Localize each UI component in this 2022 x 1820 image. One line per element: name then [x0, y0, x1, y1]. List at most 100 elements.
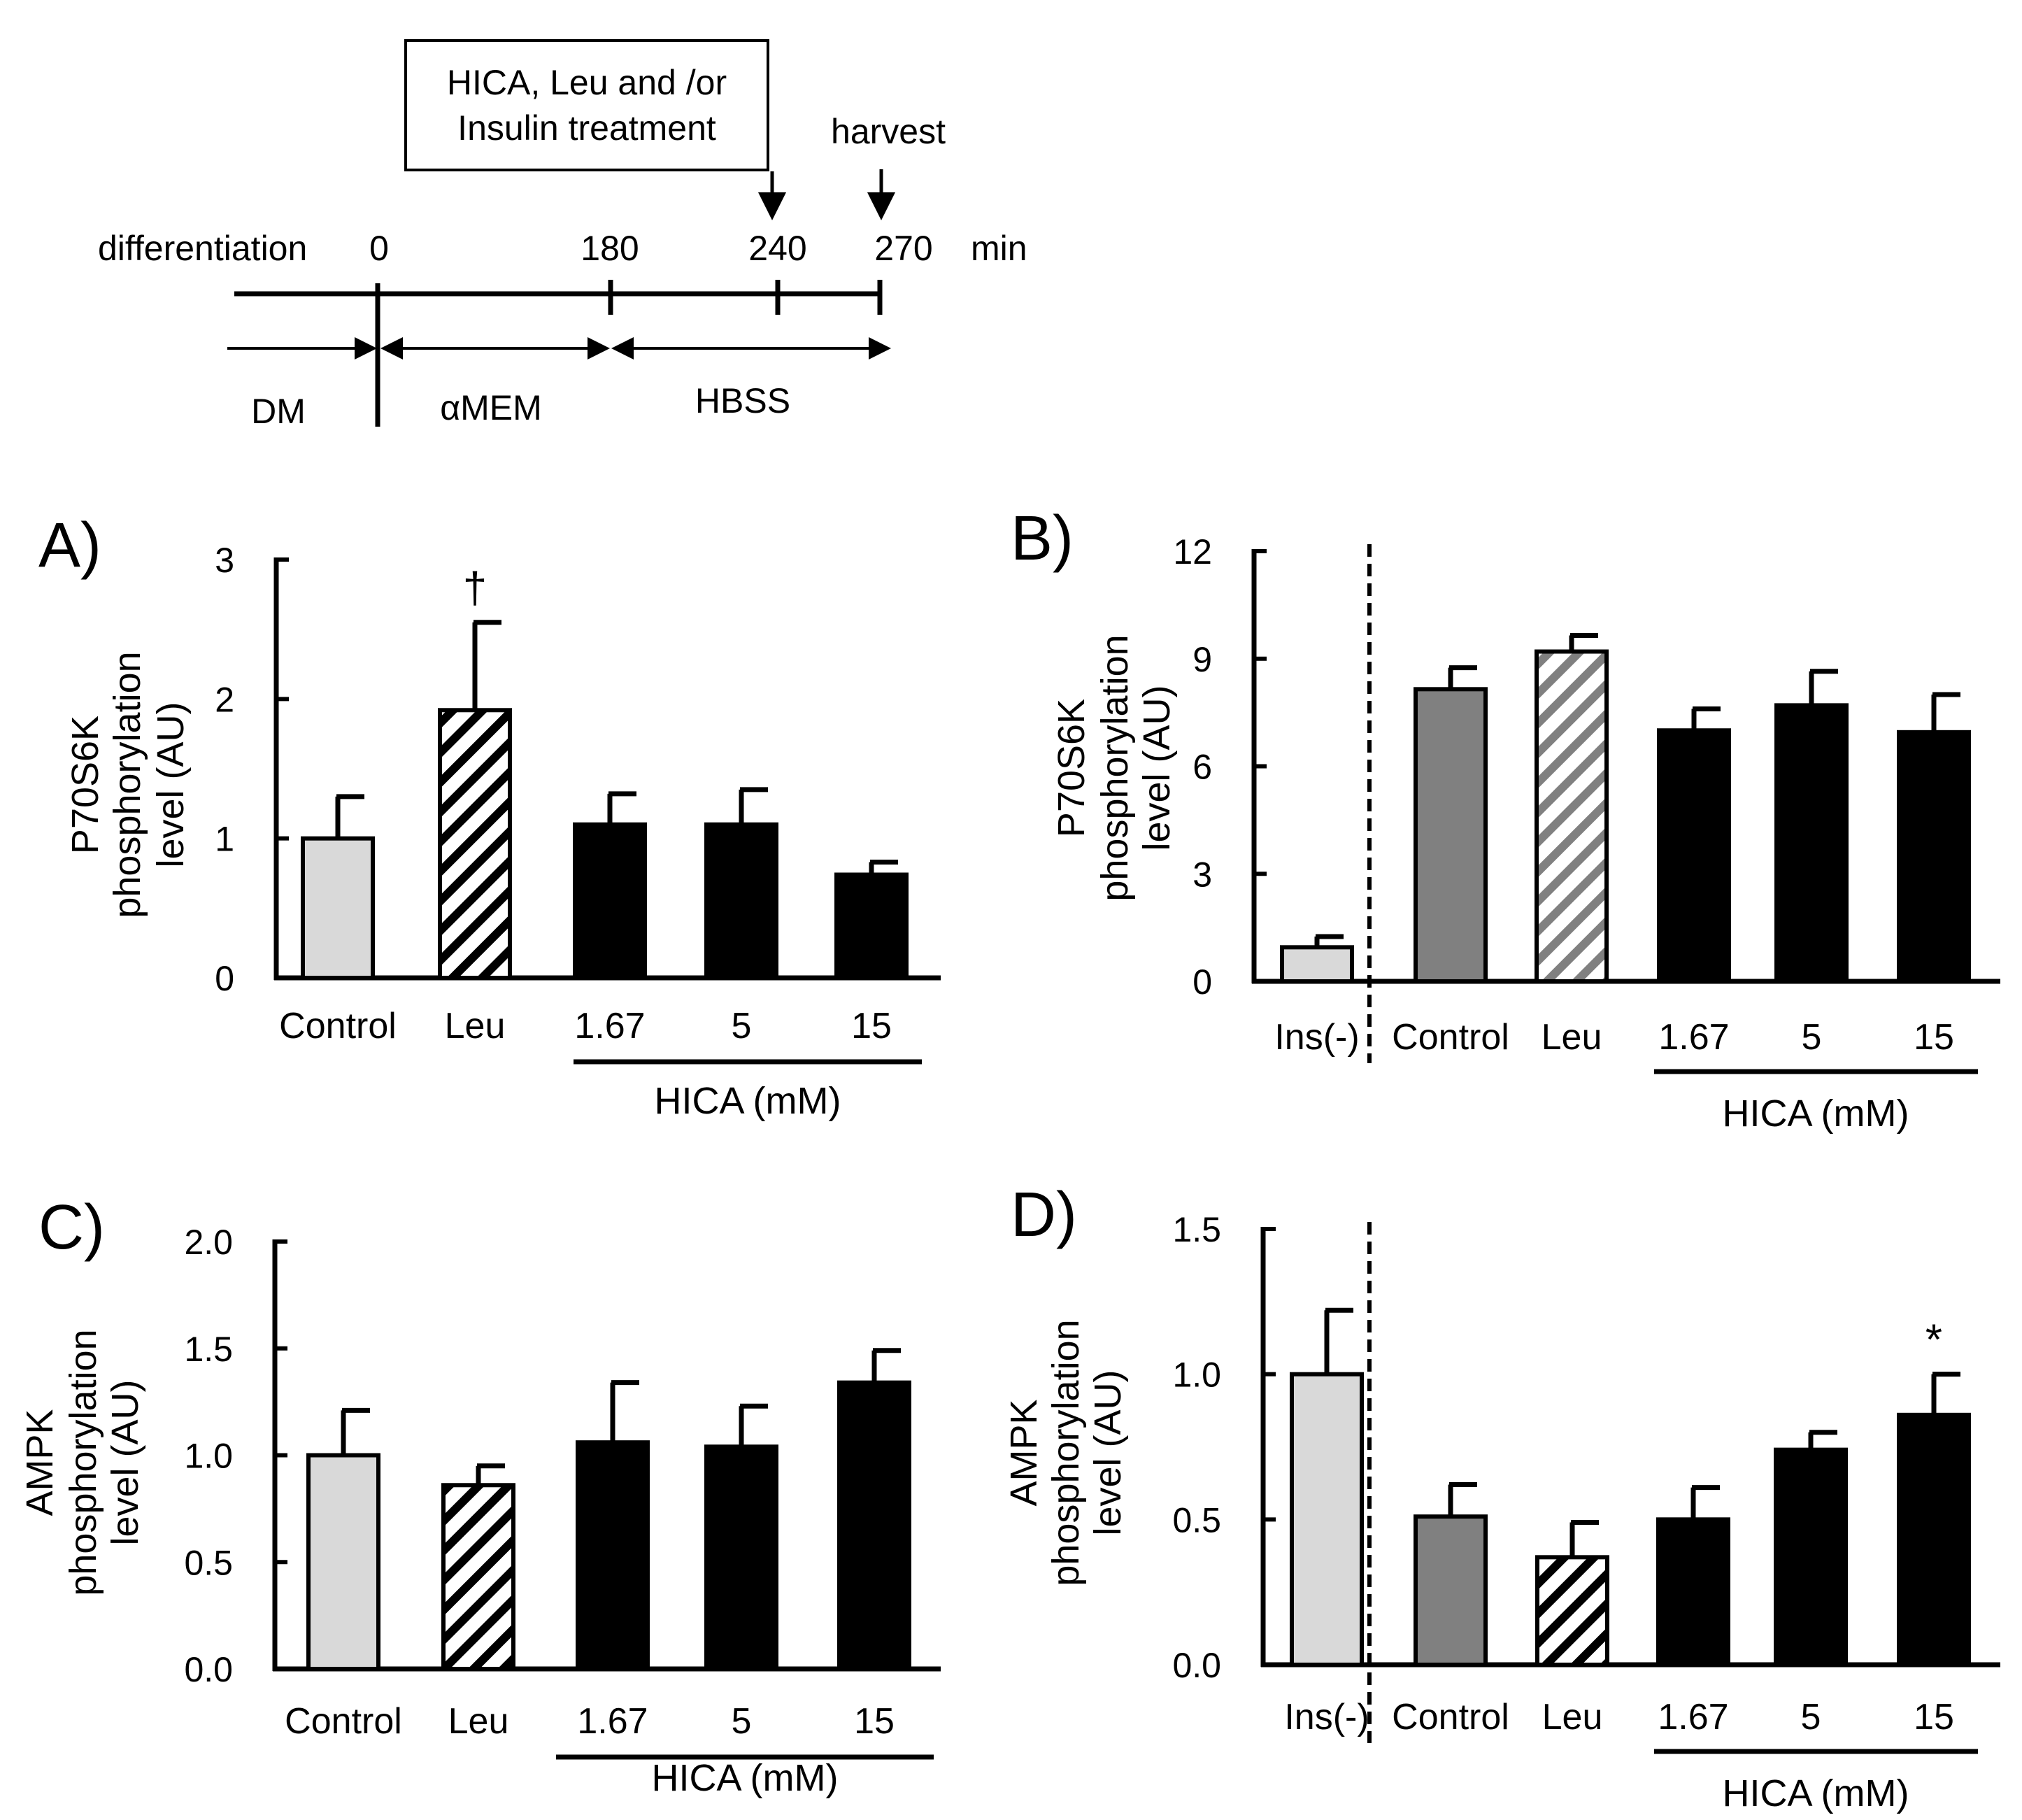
bar-1.67 — [1656, 1517, 1730, 1667]
group-label: HICA (mM) — [1723, 1093, 1909, 1135]
bar-Leu — [441, 1483, 515, 1672]
y-tick-label: 6 — [1192, 748, 1212, 787]
bar-Leu — [1535, 1555, 1609, 1667]
x-tick-label: 1.67 — [574, 1006, 645, 1046]
x-tick-label: 1.67 — [1658, 1017, 1729, 1058]
y-tick-label: 12 — [1173, 532, 1212, 571]
x-tick-label: Ins(-) — [1274, 1017, 1359, 1058]
timeline-schematic: HICA, Leu and /or Insulin treatment harv… — [98, 39, 1027, 431]
chart-panel-0: A) P70S6K phosphorylation level (AU) 0 1 2 3 Con… — [38, 511, 941, 1122]
panel-label: A) — [38, 511, 101, 581]
y-tick-label: 2.0 — [184, 1223, 233, 1262]
y-axis-label: phosphorylation — [1045, 1319, 1087, 1586]
bar-15 — [1897, 730, 1971, 983]
tick-label-0: 0 — [369, 229, 389, 268]
phase-amem: αMEM — [440, 388, 542, 427]
y-tick-label: 1.0 — [184, 1437, 233, 1476]
x-tick-label: Control — [279, 1006, 397, 1046]
bar-1.67 — [573, 822, 647, 980]
group-label: HICA (mM) — [655, 1080, 841, 1122]
bar-Control — [306, 1453, 380, 1671]
y-tick-label: 1 — [215, 820, 234, 859]
unit-label: min — [971, 229, 1027, 268]
y-tick-label: 3 — [1192, 855, 1212, 894]
x-tick-label: 5 — [1801, 1697, 1821, 1737]
y-tick-label: 3 — [215, 541, 234, 580]
y-axis-label: P70S6K — [64, 716, 106, 854]
chart-panel-1: B) P70S6K phosphorylation level (AU) 0 3 6 9 12 I… — [1011, 504, 2000, 1135]
y-axis-label: level (AU) — [104, 1379, 146, 1545]
y-axis-label: AMPK — [19, 1409, 61, 1516]
x-tick-label: 15 — [1914, 1017, 1954, 1058]
phase-hbss: HBSS — [695, 381, 790, 420]
bar-Ins(-) — [1280, 945, 1354, 983]
treatment-box-line2: Insulin treatment — [457, 108, 716, 148]
y-axis-label: phosphorylation — [106, 651, 148, 918]
tick-label-240: 240 — [748, 229, 806, 268]
panel-label: B) — [1011, 504, 1074, 574]
bar-Leu — [1535, 649, 1609, 983]
x-tick-label: 5 — [732, 1701, 752, 1742]
x-tick-label: Control — [1392, 1017, 1509, 1058]
y-tick-label: 1.5 — [184, 1330, 233, 1369]
bar-15 — [837, 1380, 911, 1671]
x-tick-label: 5 — [1802, 1017, 1822, 1058]
bar-5 — [704, 1444, 778, 1672]
y-tick-label: 0.5 — [1172, 1500, 1221, 1540]
bar-Control — [1414, 687, 1488, 983]
y-tick-label: 1.0 — [1172, 1356, 1221, 1395]
treatment-box — [404, 39, 769, 171]
group-label: HICA (mM) — [1723, 1772, 1909, 1814]
bar-15 — [834, 872, 909, 980]
y-tick-label: 9 — [1192, 640, 1212, 679]
bar-5 — [1774, 1447, 1848, 1667]
differentiation-label: differentiation — [98, 229, 307, 268]
y-axis-label: phosphorylation — [1094, 634, 1136, 901]
x-tick-label: Leu — [1542, 1017, 1602, 1058]
chart-panel-3: D) AMPK phosphorylation level (AU) 0.0 0.5 1.0… — [1003, 1180, 2000, 1814]
y-tick-label: 0.0 — [1172, 1646, 1221, 1685]
bar-1.67 — [1657, 728, 1731, 983]
y-axis-label: P70S6K — [1051, 699, 1092, 837]
group-label: HICA (mM) — [652, 1757, 839, 1799]
y-tick-label: 1.5 — [1172, 1210, 1221, 1249]
x-tick-label: 15 — [851, 1006, 892, 1046]
bar-1.67 — [576, 1440, 650, 1671]
x-tick-label: 1.67 — [577, 1701, 648, 1742]
bar-15 — [1897, 1412, 1971, 1668]
panel-label: D) — [1011, 1180, 1077, 1250]
y-axis-label: phosphorylation — [62, 1329, 104, 1595]
harvest-label: harvest — [831, 112, 946, 151]
chart-panel-2: C) AMPK phosphorylation level (AU) 0.0 0.5 1.0… — [19, 1193, 941, 1799]
charts: A)P70S6K phosphorylation level (AU)0123Con… — [19, 504, 2000, 1814]
phase-dm: DM — [251, 392, 306, 431]
y-tick-label: 0 — [1192, 962, 1212, 1002]
x-tick-label: Ins(-) — [1284, 1697, 1369, 1737]
x-tick-label: Leu — [448, 1701, 509, 1742]
x-tick-label: Leu — [445, 1006, 506, 1046]
panel-label: C) — [38, 1193, 105, 1263]
x-tick-label: Control — [1392, 1697, 1509, 1737]
x-tick-label: Leu — [1542, 1697, 1603, 1737]
bar-5 — [704, 822, 778, 980]
tick-label-180: 180 — [581, 229, 639, 268]
y-axis-label: level (AU) — [1136, 685, 1178, 851]
bar-Ins(-) — [1290, 1372, 1364, 1667]
y-tick-label: 0 — [215, 959, 234, 998]
bar-5 — [1774, 703, 1849, 983]
y-axis-label: level (AU) — [150, 702, 192, 867]
x-tick-label: 15 — [1914, 1697, 1954, 1737]
y-tick-label: 2 — [215, 680, 234, 719]
significance-annotation: † — [463, 564, 487, 613]
y-axis-label: AMPK — [1003, 1399, 1045, 1506]
x-tick-label: 1.67 — [1658, 1697, 1728, 1737]
bar-Control — [301, 836, 375, 980]
tick-label-270: 270 — [874, 229, 932, 268]
bar-Leu — [438, 708, 512, 981]
significance-annotation: * — [1925, 1316, 1942, 1365]
x-tick-label: 5 — [732, 1006, 752, 1046]
x-tick-label: Control — [285, 1701, 402, 1742]
y-tick-label: 0.0 — [184, 1650, 233, 1689]
treatment-box-line1: HICA, Leu and /or — [447, 63, 727, 102]
